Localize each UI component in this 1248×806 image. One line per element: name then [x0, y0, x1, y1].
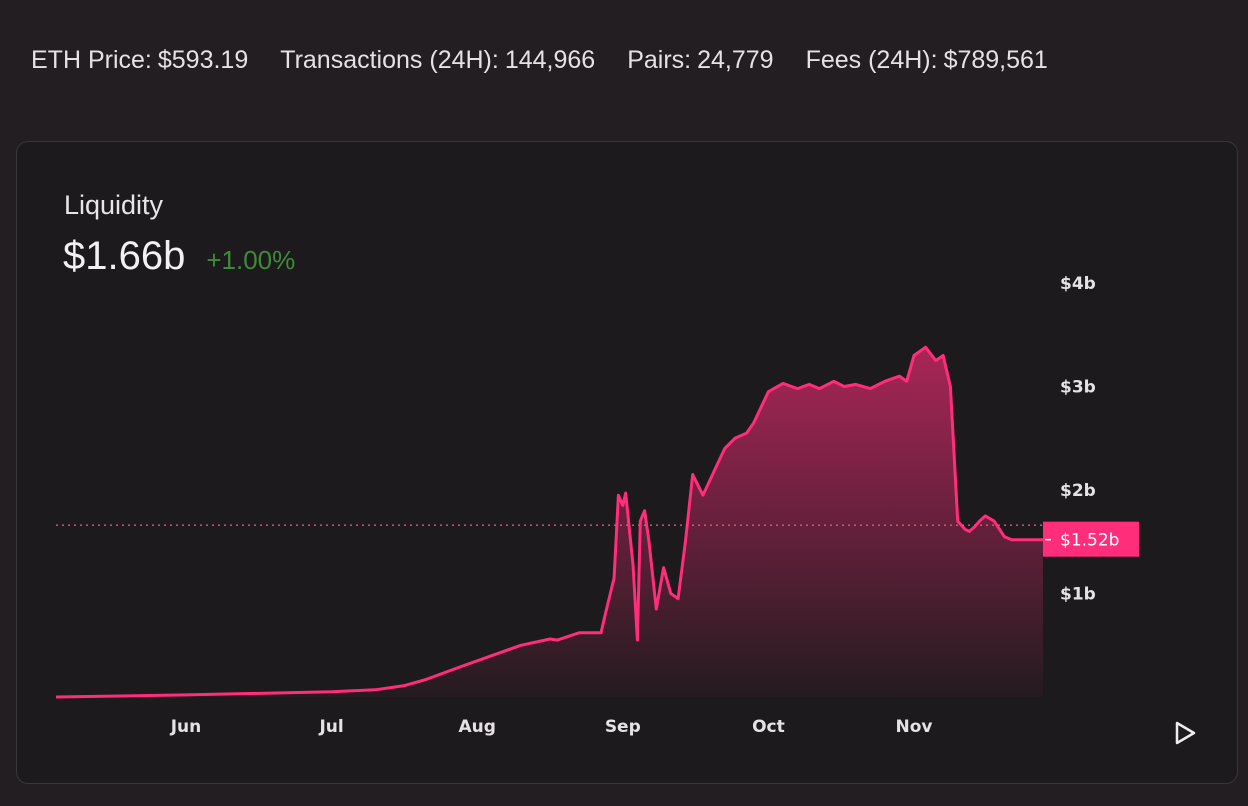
- stat-label: Pairs:: [627, 46, 692, 74]
- play-button[interactable]: [1172, 720, 1198, 746]
- current-value-label: $1.52b: [1060, 531, 1119, 551]
- current-value-label-bg: [1043, 521, 1139, 557]
- y-axis-tick-label: $1b: [1060, 585, 1096, 605]
- liquidity-panel: $4b $3b $2b $1b Jun Jul Aug Sep Oct Nov $1.52b Liq…: [16, 141, 1238, 784]
- stat-pairs: Pairs: 24,779: [627, 46, 773, 75]
- y-axis-tick-label: $4b: [1060, 274, 1096, 294]
- x-axis-tick-label: Jun: [170, 717, 202, 737]
- liquidity-chart[interactable]: $4b $3b $2b $1b Jun Jul Aug Sep Oct Nov $1.52b: [17, 142, 1238, 784]
- stat-value: $789,561: [943, 46, 1048, 74]
- stat-transactions: Transactions (24H): 144,966: [280, 46, 595, 75]
- metric-title: Liquidity: [64, 190, 164, 220]
- stat-label: Fees (24H):: [805, 46, 938, 74]
- y-axis-tick-label: $3b: [1060, 378, 1096, 398]
- metric-value: $1.66b: [63, 234, 186, 278]
- stats-bar: ETH Price: $593.19 Transactions (24H): 144…: [31, 46, 1080, 75]
- stat-eth-price: ETH Price: $593.19: [31, 46, 248, 75]
- liquidity-area: [56, 347, 1043, 697]
- stat-value: 24,779: [697, 46, 774, 74]
- stat-value: $593.19: [157, 46, 249, 74]
- metric-value-row: $1.66b +1.00%: [63, 234, 295, 279]
- stat-label: Transactions (24H):: [280, 46, 499, 74]
- x-axis-tick-label: Nov: [896, 717, 933, 737]
- stat-value: 144,966: [504, 46, 596, 74]
- play-icon: [1175, 721, 1196, 745]
- liquidity-line: [55, 345, 1043, 699]
- x-axis-tick-label: Sep: [605, 717, 641, 737]
- x-axis-tick-label: Aug: [458, 717, 495, 737]
- x-axis-tick-label: Jul: [318, 717, 343, 737]
- stat-label: ETH Price:: [31, 46, 152, 74]
- x-axis-tick-label: Oct: [752, 717, 785, 737]
- y-axis-tick-label: $2b: [1060, 481, 1096, 501]
- stat-fees: Fees (24H): $789,561: [806, 46, 1048, 75]
- metric-change-badge: +1.00%: [206, 245, 296, 275]
